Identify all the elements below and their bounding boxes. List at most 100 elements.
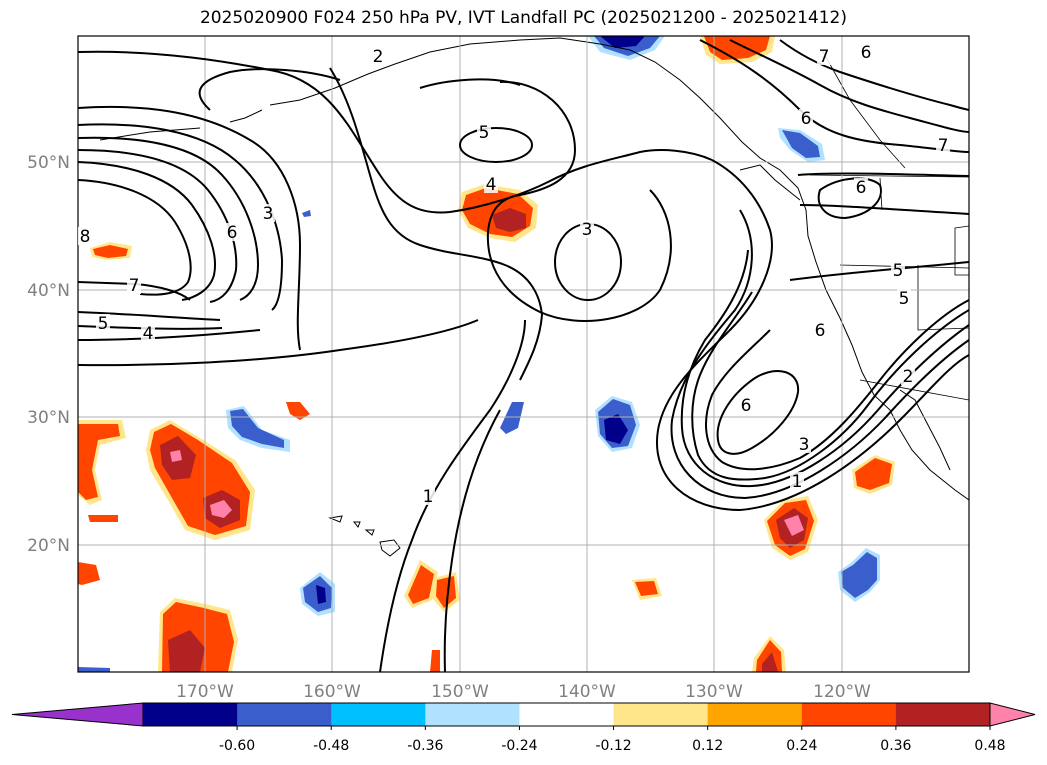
contour-label-background — [739, 396, 753, 414]
contour-label-background — [141, 324, 155, 342]
contour-label: 7 — [819, 47, 830, 67]
contour-label: 2 — [373, 47, 384, 67]
colorbar-tick-label: 0.36 — [880, 738, 911, 754]
contour-label-background — [127, 276, 141, 294]
positive-anomaly-patch — [436, 576, 456, 608]
contour-label-background — [96, 314, 110, 332]
contour-label: 5 — [899, 289, 910, 309]
contour-label: 5 — [98, 314, 109, 334]
contour-label-background — [817, 47, 831, 65]
positive-anomaly-patch — [635, 581, 658, 596]
longitude-label: 140°W — [558, 682, 616, 702]
contour-label: 6 — [801, 109, 812, 129]
contour-label-background — [371, 47, 385, 65]
contour-label-background — [261, 204, 275, 222]
colorbar-border — [142, 702, 991, 727]
colorbar-bin — [425, 703, 520, 726]
colorbar-bin — [801, 703, 897, 726]
contour-label: 6 — [227, 223, 238, 243]
positive-anomaly-patch — [430, 650, 440, 672]
contour-label: 5 — [893, 261, 904, 281]
graticule — [78, 36, 969, 672]
positive-anomaly-patch — [286, 402, 310, 420]
ivt-contour-lines — [78, 39, 969, 672]
colorbar-bin — [331, 703, 426, 726]
negative-anomaly-patch — [500, 402, 524, 434]
positive-anomaly-patch — [210, 500, 232, 518]
positive-anomaly-patch — [170, 450, 182, 462]
negative-anomaly-patch — [841, 552, 877, 598]
negative-anomaly-patch — [782, 130, 820, 158]
contour-label-background — [799, 109, 813, 127]
colorbar-bin — [895, 703, 991, 726]
contour-label: 2 — [903, 367, 914, 387]
positive-anomaly-patch — [784, 515, 804, 536]
negative-anomaly-patch — [230, 409, 284, 448]
map-title: 2025020900 F024 250 hPa PV, IVT Landfall… — [199, 8, 847, 28]
positive-anomaly-patch — [762, 652, 778, 672]
latitude-label: 30°N — [27, 408, 70, 428]
negative-anomaly-patch — [302, 210, 311, 217]
contour-label: 3 — [263, 204, 274, 224]
contour-label-background — [477, 123, 491, 141]
colorbar-bin — [237, 703, 332, 726]
colorbar-extend-max — [989, 702, 1036, 727]
colorbar-tick-label: -0.60 — [219, 738, 255, 754]
contour-label-background — [854, 178, 868, 196]
hawaiian-islands — [328, 515, 401, 557]
pv-anomaly-fills — [78, 36, 895, 672]
contour-label: 6 — [856, 178, 867, 198]
colorbar-tick-label: 0.24 — [786, 738, 817, 754]
contour-label: 5 — [479, 123, 490, 143]
positive-anomaly-patch — [855, 458, 892, 490]
colorbar-tick-label: 0.12 — [692, 738, 723, 754]
contour-label: 1 — [423, 487, 434, 507]
contour-label: 4 — [143, 324, 154, 344]
contour-label-background — [891, 261, 905, 279]
contour-label: 6 — [741, 396, 752, 416]
contour-label-background — [421, 487, 435, 505]
negative-anomaly-patch — [604, 414, 628, 444]
latitude-label: 40°N — [27, 281, 70, 301]
positive-anomaly-patch — [704, 36, 770, 60]
contour-label: 1 — [792, 472, 803, 492]
colorbar-bin — [143, 703, 238, 726]
contour-label-background — [813, 321, 827, 339]
contour-label: 6 — [815, 321, 826, 341]
contour-label-background — [78, 227, 92, 245]
longitude-label: 160°W — [303, 682, 361, 702]
contour-label-background — [225, 223, 239, 241]
positive-anomaly-patch — [78, 562, 100, 585]
contour-label: 7 — [129, 276, 140, 296]
contour-label-background — [484, 175, 498, 193]
colorbar-bin — [707, 703, 803, 726]
contour-label: 4 — [486, 175, 497, 195]
contour-label: 8 — [80, 227, 91, 247]
colorbar-tick-label: -0.12 — [595, 738, 631, 754]
longitude-label: 130°W — [685, 682, 743, 702]
contour-label-background — [897, 289, 911, 307]
map-frame-background — [78, 36, 969, 672]
colorbar-tick-label: 0.48 — [974, 738, 1005, 754]
positive-anomaly-patch — [408, 565, 434, 604]
longitude-label: 170°W — [176, 682, 234, 702]
contour-label-background — [936, 136, 950, 154]
negative-anomaly-patch — [600, 36, 645, 48]
map-frame-border — [77, 35, 970, 673]
longitude-label: 150°W — [431, 682, 489, 702]
positive-anomaly-patch — [93, 245, 128, 258]
latitude-label: 50°N — [27, 153, 70, 173]
contour-label: 6 — [861, 43, 872, 63]
colorbar-tick-label: -0.24 — [501, 738, 537, 754]
negative-anomaly-patch — [78, 667, 110, 672]
latitude-axis: 50°N 40°N 30°N 20°N — [27, 153, 70, 556]
latitude-label: 20°N — [27, 536, 70, 556]
contour-label-background — [901, 367, 915, 385]
contour-label-background — [797, 435, 811, 453]
positive-anomaly-patch — [492, 208, 526, 232]
contour-label-background — [859, 43, 873, 61]
colorbar-bin — [519, 703, 615, 726]
negative-anomaly-patch — [316, 585, 326, 604]
